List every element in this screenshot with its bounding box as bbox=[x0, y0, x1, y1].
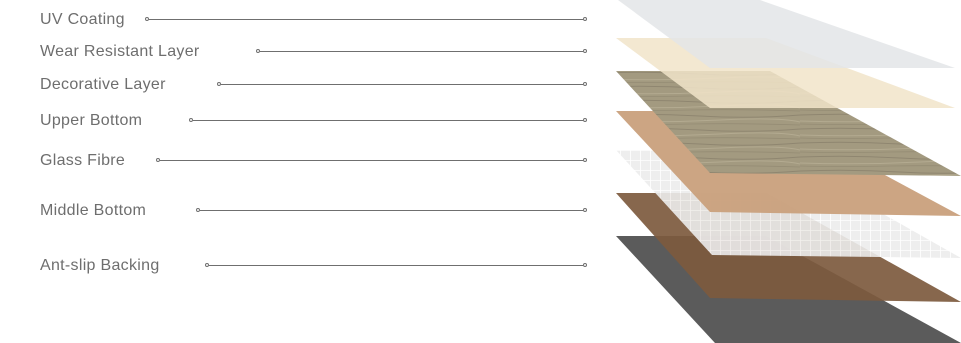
leader-line-glass-fibre bbox=[156, 158, 587, 164]
leader-line-anti-slip-backing bbox=[205, 263, 587, 269]
leader-line-wear-resistant bbox=[256, 49, 587, 55]
layer-label-uv-coating: UV Coating bbox=[40, 11, 125, 28]
leader-line-uv-coating bbox=[145, 17, 587, 23]
layer-label-anti-slip-backing: Ant-slip Backing bbox=[40, 257, 160, 274]
leader-line-upper-bottom bbox=[189, 118, 587, 124]
leader-line-decorative bbox=[217, 82, 587, 88]
layer-label-wear-resistant: Wear Resistant Layer bbox=[40, 43, 200, 60]
layer-label-decorative: Decorative Layer bbox=[40, 76, 166, 93]
leader-line-middle-bottom bbox=[196, 208, 587, 214]
layer-label-upper-bottom: Upper Bottom bbox=[40, 112, 143, 129]
layer-label-glass-fibre: Glass Fibre bbox=[40, 152, 126, 169]
layer-label-middle-bottom: Middle Bottom bbox=[40, 202, 147, 219]
layer-uv-coating bbox=[618, 0, 955, 68]
